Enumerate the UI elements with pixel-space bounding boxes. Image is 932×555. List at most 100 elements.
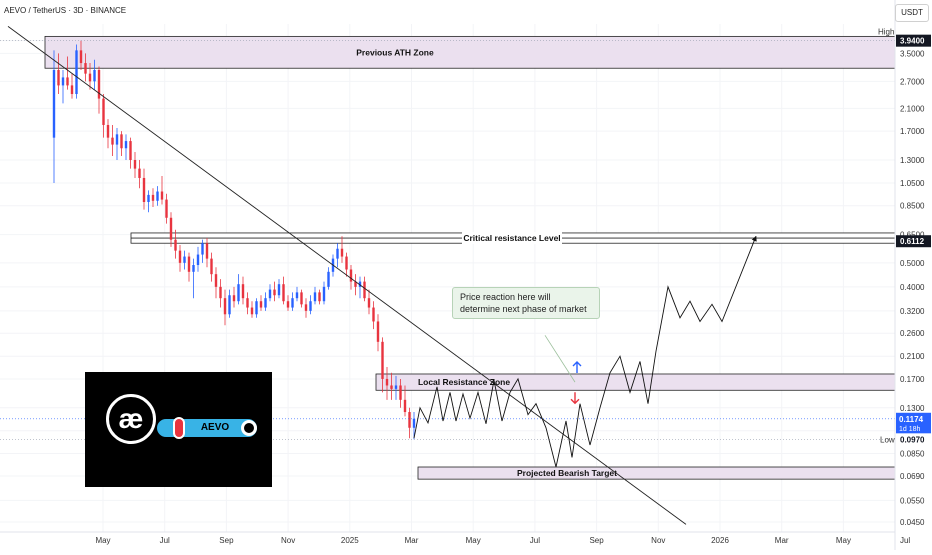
candle-body	[286, 301, 290, 308]
y-tick-label: 0.5000	[900, 259, 925, 268]
candle-body	[124, 141, 128, 149]
candle-body	[79, 50, 83, 64]
aevo-ae-glyph-icon: æ	[118, 403, 144, 434]
y-tick-label: 0.6500	[900, 231, 925, 240]
candle-body	[349, 269, 353, 282]
symbol-title: AEVO / TetherUS · 3D · BINANCE	[4, 6, 127, 15]
drawing-layer	[0, 26, 895, 525]
candle-body	[142, 177, 146, 202]
candle-body	[165, 199, 168, 218]
x-tick-label: May	[466, 536, 481, 545]
candle-body	[268, 289, 272, 299]
low-value-tag-bg	[896, 433, 931, 446]
aevo-pill-knob-icon	[241, 420, 257, 436]
callout-pointer	[544, 335, 576, 383]
x-tick-label: Mar	[405, 536, 419, 545]
candle-body	[61, 77, 65, 86]
y-tick-label: 3.5000	[900, 49, 925, 58]
candle-body	[390, 385, 393, 389]
candle-body	[174, 239, 177, 251]
x-tick-label: Jul	[160, 536, 170, 545]
candle-body	[84, 63, 87, 74]
candle-body	[237, 284, 240, 302]
y-tick-label: 0.0690	[900, 472, 925, 481]
candle-body	[133, 160, 137, 169]
y-tick-label: 1.0500	[900, 179, 925, 188]
critical-level-tag-bg	[896, 235, 931, 248]
zone-label: Projected Bearish Target	[517, 468, 617, 478]
candle-body	[313, 292, 317, 302]
candle-body	[138, 168, 141, 178]
y-tick-label: 0.2100	[900, 352, 925, 361]
candle-body	[183, 256, 186, 263]
candle-body	[363, 281, 366, 299]
candle-body	[232, 295, 236, 302]
candle-body	[264, 298, 267, 308]
candle-body	[273, 289, 276, 296]
candle-body	[372, 307, 375, 322]
y-tick-label: 0.1300	[900, 404, 925, 413]
aevo-pill-red-icon	[173, 417, 185, 439]
zone-label: Local Resistance Zone	[418, 377, 510, 387]
x-tick-label: Jul	[530, 536, 540, 545]
y-tick-label: 0.4000	[900, 283, 925, 292]
candle-body	[277, 284, 281, 296]
annotation-callout[interactable]: Price reaction here will determine next …	[452, 287, 600, 319]
candle-body	[336, 248, 339, 259]
candle-body	[376, 321, 380, 342]
candle-body	[169, 217, 173, 240]
x-tick-label: Nov	[651, 536, 665, 545]
currency-label: USDT	[901, 8, 923, 17]
candle-body	[111, 137, 114, 145]
candle-body	[300, 292, 303, 305]
high-value-tag-bg	[896, 34, 931, 47]
candle-body	[322, 286, 326, 302]
candle-body	[156, 191, 159, 201]
candle-body	[246, 298, 249, 308]
candle-body	[385, 378, 389, 386]
candle-body	[340, 248, 344, 257]
arrow-down-icon	[570, 392, 580, 405]
y-tick-label: 2.1000	[900, 104, 925, 113]
candle-body	[309, 301, 312, 311]
current-price-tag: 0.1174	[899, 415, 924, 424]
zone-label-bg	[462, 232, 562, 245]
candle-body	[381, 341, 384, 379]
candle-body	[241, 284, 245, 299]
arrow-up-icon	[572, 360, 582, 373]
zone-box	[44, 35, 896, 69]
y-tick-label: 0.1700	[900, 375, 925, 384]
candle-body	[88, 73, 92, 82]
candle-body	[295, 292, 299, 299]
candle-body	[151, 194, 155, 201]
candle-body	[304, 304, 308, 311]
candle-body	[210, 258, 213, 275]
candle-body	[115, 134, 119, 145]
candle-body	[57, 70, 60, 86]
candle-body	[412, 418, 416, 428]
currency-button[interactable]: USDT	[895, 4, 929, 22]
aevo-logo-card: æ AEVO	[85, 372, 272, 487]
candle-body	[327, 271, 330, 287]
x-tick-label: Mar	[775, 536, 789, 545]
price-axis-panel	[895, 0, 932, 550]
y-tick-label: 0.0850	[900, 450, 925, 459]
zone-label: Previous ATH Zone	[356, 47, 434, 57]
y-tick-label: 0.3200	[900, 307, 925, 316]
low-value-tag: 0.0970	[900, 435, 925, 444]
candle-body	[120, 134, 123, 149]
candle-body	[129, 141, 132, 161]
aevo-logo-ring-icon	[106, 394, 156, 444]
candle-body	[147, 194, 150, 202]
candle-body	[255, 301, 258, 315]
x-tick-label: Sep	[219, 536, 234, 545]
current-price-tag-bg	[896, 412, 931, 434]
candle-body	[219, 286, 222, 299]
candle-body	[205, 243, 209, 259]
candle-body	[394, 385, 398, 389]
x-tick-label: 2026	[711, 536, 729, 545]
candle-body	[178, 250, 182, 263]
x-tick-label: Sep	[589, 536, 604, 545]
